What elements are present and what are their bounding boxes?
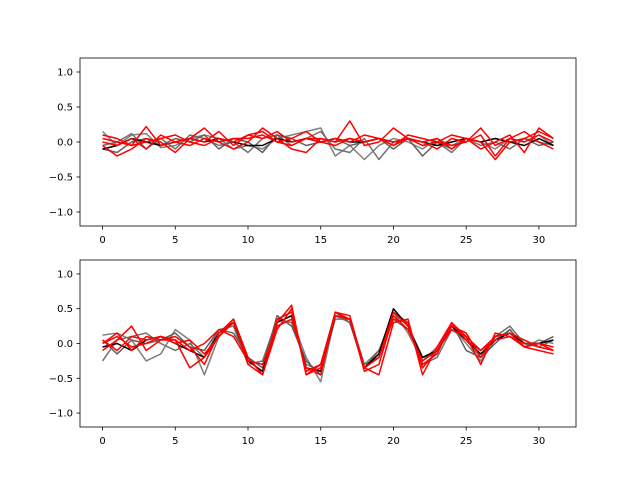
x-tick-label: 5 (172, 235, 178, 246)
y-tick-label: 0.0 (57, 138, 73, 149)
series-line-7 (102, 311, 554, 376)
x-tick-label: 20 (387, 235, 400, 246)
y-tick-label: 0.0 (57, 339, 73, 350)
series-line-7 (102, 127, 554, 154)
x-tick-label: 5 (172, 436, 178, 447)
bottom-subplot: 0 5 10 15 20 25 30 −1.0 −0.5 0.0 0.5 1.0 (49, 259, 577, 447)
x-tick-label: 25 (460, 235, 473, 246)
series-line-0 (102, 311, 554, 383)
x-tick-label: 0 (99, 235, 105, 246)
x-tick-label: 20 (387, 436, 400, 447)
series-line-6 (102, 127, 554, 161)
x-tick-label: 15 (314, 235, 327, 246)
x-tick-label: 25 (460, 436, 473, 447)
top-subplot: 0 5 10 15 20 25 30 −1.0 −0.5 0.0 0.5 1.0 (49, 57, 577, 246)
x-tick-label: 0 (99, 436, 105, 447)
x-tick-label: 10 (242, 235, 255, 246)
y-tick-label: −0.5 (49, 173, 73, 184)
x-tick-label: 15 (314, 436, 327, 447)
y-tick-label: 0.5 (57, 304, 73, 315)
series-line-5 (102, 311, 554, 376)
y-tick-label: 0.5 (57, 103, 73, 114)
y-tick-label: 1.0 (57, 269, 73, 280)
y-tick-label: −1.0 (49, 409, 73, 420)
y-tick-label: 1.0 (57, 68, 73, 79)
y-tick-label: −0.5 (49, 374, 73, 385)
x-tick-label: 10 (242, 436, 255, 447)
x-tick-label: 30 (533, 436, 546, 447)
y-tick-label: −1.0 (49, 208, 73, 219)
x-tick-label: 30 (533, 235, 546, 246)
